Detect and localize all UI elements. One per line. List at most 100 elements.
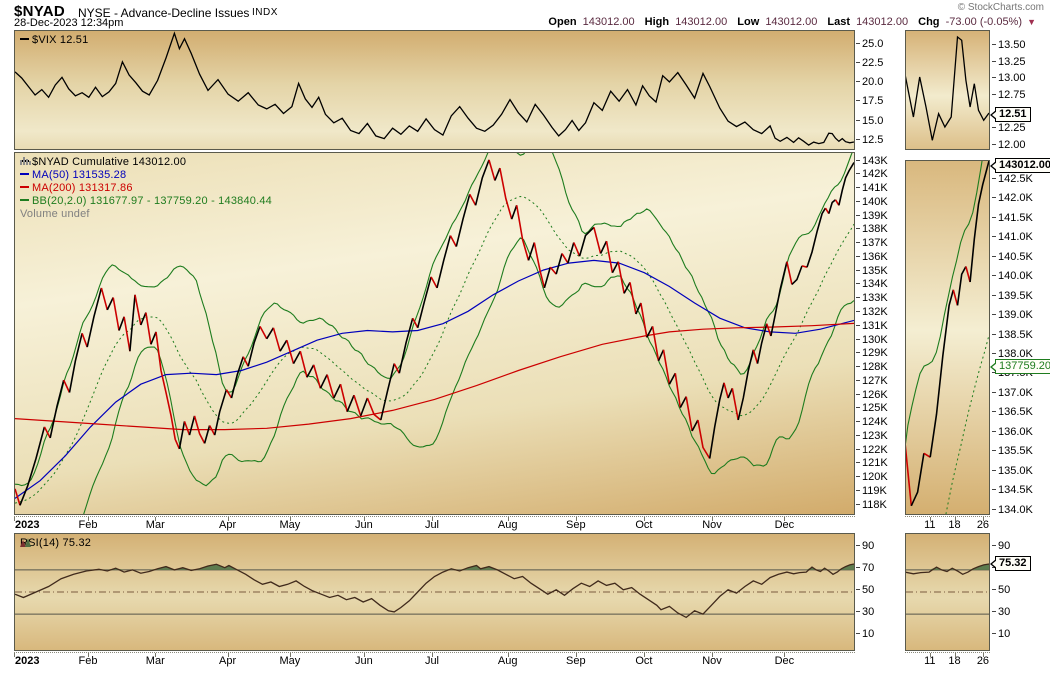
x-tick-label: Dec — [774, 655, 795, 667]
nyad-mini-panel[interactable] — [905, 160, 990, 515]
rsi-panel[interactable]: RSI(14) 75.32 — [14, 533, 855, 651]
y-tick-label: 13.50 — [992, 39, 1026, 51]
y-tick-label: 125K — [856, 402, 888, 414]
x-tick-label: 26 — [976, 655, 990, 667]
nyad-mini-y-axis: 142.5K 142.0K 141.5K 141.0K 140.5K 140.0K 139.… — [992, 160, 1048, 516]
x-tick-label: May — [279, 655, 301, 667]
y-tick-label: 139K — [856, 210, 888, 222]
y-tick-label: 123K — [856, 430, 888, 442]
y-tick-label: 142.5K — [992, 173, 1033, 185]
y-tick-label: 13.25 — [992, 56, 1026, 68]
y-tick-label: 90 — [992, 540, 1010, 552]
y-tick-label: 128K — [856, 361, 888, 373]
open-value: 143012.00 — [582, 16, 635, 28]
copyright: © StockCharts.com — [957, 2, 1044, 13]
ticker-name: NYSE - Advance-Decline Issues — [78, 6, 250, 20]
ohlc-quote-row: Open 143012.00 High 143012.00 Low 143012… — [541, 16, 1036, 28]
last-value: 143012.00 — [856, 16, 909, 28]
y-tick-label: 134K — [856, 278, 888, 290]
y-tick-label: 135K — [856, 265, 888, 277]
y-tick-label: 22.5 — [856, 57, 883, 69]
volume-bars-icon — [20, 157, 31, 165]
rsi-last-value-box: 75.32 — [990, 556, 1031, 571]
y-tick-label: 129K — [856, 347, 888, 359]
y-tick-label: 140.5K — [992, 251, 1033, 263]
rsi-mini-panel[interactable] — [905, 533, 990, 651]
x-tick-label: Jul — [424, 655, 439, 667]
x-tick-label: Apr — [219, 519, 237, 531]
y-tick-label: 70 — [856, 562, 874, 574]
y-tick-label: 134.0K — [992, 504, 1033, 516]
y-tick-label: 139.0K — [992, 309, 1033, 321]
y-tick-label: 141K — [856, 182, 888, 194]
y-tick-label: 90 — [856, 540, 874, 552]
y-tick-label: 124K — [856, 416, 888, 428]
rsi-mini-plot — [906, 563, 989, 615]
x-tick-label: 2023 — [15, 519, 40, 531]
x-tick-label: Oct — [635, 519, 653, 531]
y-tick-label: 141.5K — [992, 212, 1033, 224]
ticker-symbol: $NYAD — [14, 3, 65, 20]
exchange-label: INDX — [252, 7, 278, 18]
y-tick-label: 135.5K — [992, 445, 1033, 457]
x-tick-label: 11 — [924, 655, 936, 667]
vix-last-value-box: 12.51 — [990, 107, 1031, 122]
y-tick-label: 136.0K — [992, 426, 1033, 438]
y-tick-label: 134.5K — [992, 484, 1033, 496]
bollinger-line-swatch — [20, 199, 29, 202]
vix-mini-plot — [906, 35, 989, 141]
vix-mini-panel[interactable] — [905, 30, 990, 150]
y-tick-label: 30 — [856, 606, 874, 618]
y-tick-label: 10 — [992, 628, 1010, 640]
price-legend-label: $NYAD Cumulative 143012.00 — [32, 156, 187, 168]
vix-panel[interactable]: $VIX 12.51 — [14, 30, 855, 150]
y-tick-label: 139.5K — [992, 290, 1033, 302]
nyad-mini-plot — [906, 161, 989, 514]
x-tick-label: 11 — [924, 519, 936, 531]
x-tick-label: Aug — [497, 519, 518, 531]
nyad-x-axis: 2023 Feb Mar Apr May Jun Jul Aug Sep Oct Nov Dec — [14, 516, 855, 533]
x-tick-label: 18 — [948, 655, 961, 667]
y-tick-label: 12.75 — [992, 89, 1026, 101]
x-tick-label: May — [279, 519, 301, 531]
y-tick-label: 138K — [856, 223, 888, 235]
y-tick-label: 140K — [856, 196, 888, 208]
bollinger-mid-value-box: 137759.20 — [990, 359, 1050, 374]
x-tick-label: 2023 — [15, 655, 40, 667]
y-tick-label: 127K — [856, 375, 888, 387]
y-tick-label: 10 — [856, 628, 874, 640]
x-tick-label: Sep — [565, 519, 586, 531]
y-tick-label: 121K — [856, 457, 888, 469]
y-tick-label: 20.0 — [856, 76, 883, 88]
chg-value: -73.00 (-0.05%) — [945, 16, 1023, 28]
low-value: 143012.00 — [765, 16, 818, 28]
x-tick-label: Feb — [78, 519, 98, 531]
high-label: High — [644, 16, 670, 28]
nyad-plot — [15, 153, 854, 514]
volume-legend-label: Volume undef — [20, 208, 90, 220]
x-tick-label: Aug — [497, 655, 518, 667]
x-tick-label: Oct — [635, 655, 653, 667]
y-tick-label: 143K — [856, 155, 888, 167]
vix-plot — [15, 31, 854, 146]
indicator-area-icon — [20, 538, 31, 547]
ma50-legend-label: MA(50) 131535.28 — [32, 169, 127, 181]
x-tick-label: 18 — [948, 519, 961, 531]
chg-down-icon[interactable]: ▼ — [1027, 17, 1036, 27]
last-label: Last — [827, 16, 850, 28]
chart-header: $NYAD NYSE - Advance-Decline Issues INDX… — [0, 0, 1050, 29]
high-value: 143012.00 — [675, 16, 728, 28]
vix-mini-y-axis: 13.50 13.25 13.00 12.75 12.25 12.00 — [992, 30, 1048, 151]
rsi-mini-x-axis: 11 18 26 — [905, 652, 990, 669]
x-tick-label: Feb — [78, 655, 98, 667]
nyad-last-value-box: 143012.00 — [990, 158, 1050, 173]
y-tick-label: 122K — [856, 444, 888, 456]
y-tick-label: 132K — [856, 306, 888, 318]
y-tick-label: 12.5 — [856, 134, 883, 146]
nyad-panel[interactable]: $NYAD Cumulative 143012.00 MA(50) 131535… — [14, 152, 855, 515]
y-tick-label: 118K — [856, 499, 887, 511]
x-tick-label: Dec — [774, 519, 795, 531]
y-tick-label: 50 — [992, 584, 1010, 596]
y-tick-label: 12.25 — [992, 122, 1026, 134]
